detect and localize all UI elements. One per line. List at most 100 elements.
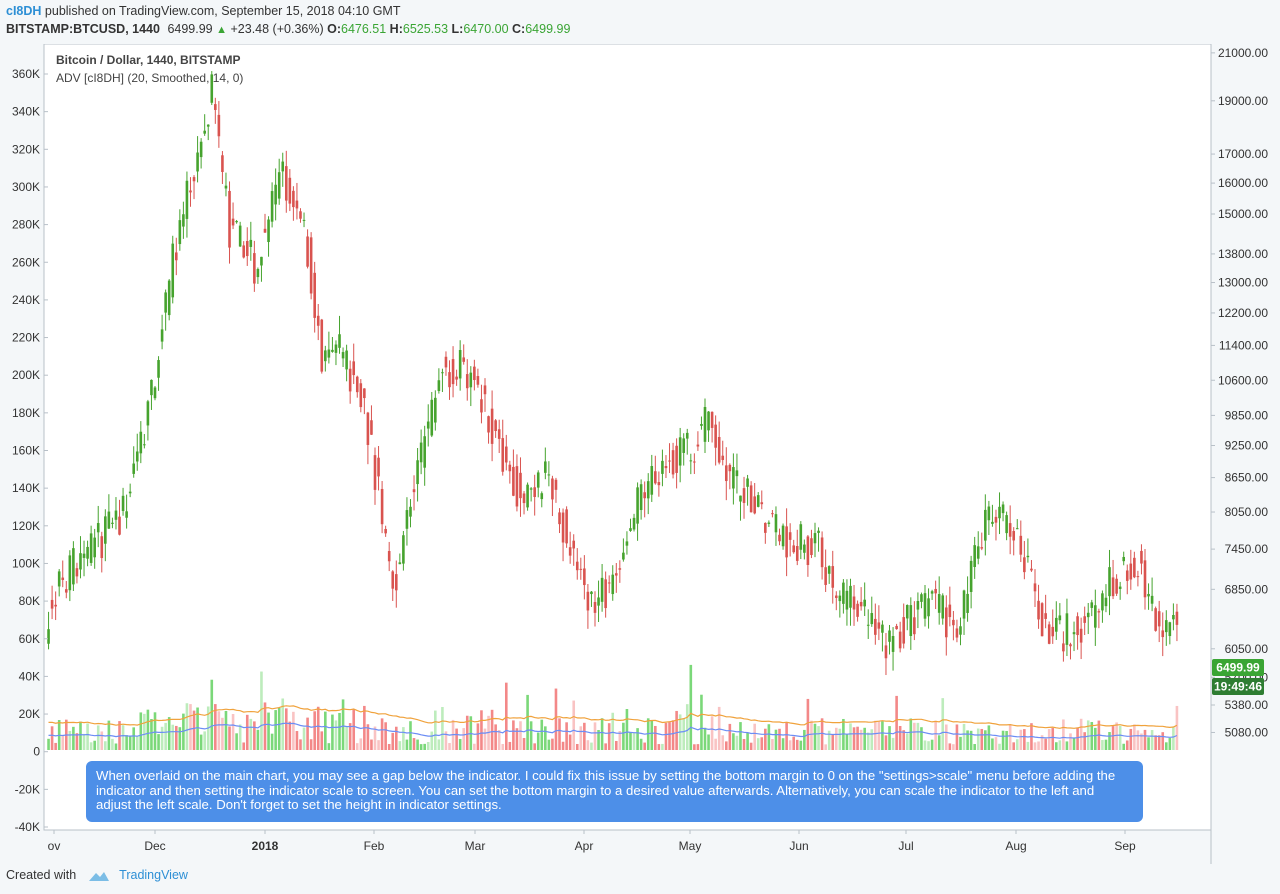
candle-body [671,450,675,475]
candle-body [249,239,253,247]
candle-body [277,172,281,199]
candle-body [260,256,263,266]
volume-bar [391,732,395,750]
volume-bar [423,743,426,750]
candle-body [824,567,827,585]
candle-body [739,495,742,502]
volume-bar [217,711,221,750]
candle-body [1083,616,1086,623]
volume-bar [1108,732,1111,750]
tradingview-link[interactable]: TradingView [119,868,188,882]
volume-bar [927,741,930,750]
candle-body [79,553,82,570]
volume-bar [1023,729,1026,750]
candle-body [987,506,991,521]
candle-body [842,582,845,604]
left-tick-label: -20K [15,782,40,796]
volume-bar [1076,727,1079,750]
candle-body [57,571,61,587]
candle-body [448,372,451,388]
right-tick-label: 10600.00 [1218,373,1268,387]
volume-bar [806,698,810,750]
adv-long-line [48,705,1178,729]
candle-body [196,152,199,172]
volume-bar [348,723,352,750]
volume-bar [849,723,852,750]
candle-body [412,489,416,493]
volume-bar [114,743,118,750]
volume-bar [944,724,948,750]
volume-bar [984,730,987,750]
candle-body [1101,593,1104,611]
candle-body [856,603,859,617]
volume-bar [533,743,536,750]
volume-bar [263,702,267,750]
candle-body [632,517,636,530]
candle-body [398,562,402,565]
volume-bar [455,728,458,750]
volume-bar [664,722,668,750]
candle-body [167,280,171,316]
volume-bar [689,664,693,750]
volume-bar [153,712,157,750]
volume-bar [1079,718,1083,750]
candle-body [930,591,934,594]
volume-bar [1026,741,1030,750]
candle-body [678,437,682,466]
candle-body [980,547,984,549]
volume-bar [1125,740,1129,750]
candle-body [891,636,895,652]
volume-bar [607,723,611,750]
right-tick-label: 9850.00 [1225,408,1269,422]
volume-bar [661,743,664,750]
left-tick-label: 120K [12,519,40,533]
volume-bar [565,722,568,750]
volume-bar [1008,724,1012,750]
volume-bar [920,727,923,750]
right-tick-label: 21000.00 [1218,46,1268,60]
author-link[interactable]: cI8DH [6,4,42,18]
candle-body [121,495,125,511]
candle-body [153,387,157,399]
volume-bar [402,727,405,750]
candle-body [909,605,913,636]
volume-bar [199,734,203,750]
publish-header: cI8DH published on TradingView.com, Sept… [6,4,400,18]
volume-bar [657,744,661,750]
candle-body [256,269,260,278]
candle-body [1062,643,1065,652]
candle-body [143,444,146,446]
candle-body [959,626,962,635]
volume-bar [544,726,547,750]
candle-body [650,466,654,495]
volume-bar [72,726,75,750]
candle-body [881,624,884,633]
volume-bar [270,733,274,750]
chart-area[interactable]: 360K 340K 320K 300K 280K 260K 240K 220K 200K 180K… [0,44,1280,864]
left-tick-label: 240K [12,293,40,307]
candle-body [295,200,299,209]
volume-bar [597,730,600,750]
countdown-label: 19:49:46 [1214,680,1262,694]
candle-body [586,591,590,611]
left-tick-label: 80K [19,594,40,608]
volume-bar [473,743,476,750]
volume-bar [728,723,732,750]
candle-body [192,177,196,182]
volume-bar [309,739,313,750]
candle-body [803,544,806,553]
candle-body [111,522,114,524]
candle-body [622,552,625,560]
candle-body [941,595,945,619]
candle-body [373,455,377,490]
volume-bar [135,736,139,750]
candle-body [146,401,150,426]
volume-bar [905,733,909,750]
candle-body [270,191,274,222]
volume-bar [1083,732,1086,750]
left-tick-label: 260K [12,255,40,269]
volume-bar [618,731,622,750]
candle-body [568,547,572,556]
candle-body [700,423,703,426]
volume-bar [288,721,292,750]
